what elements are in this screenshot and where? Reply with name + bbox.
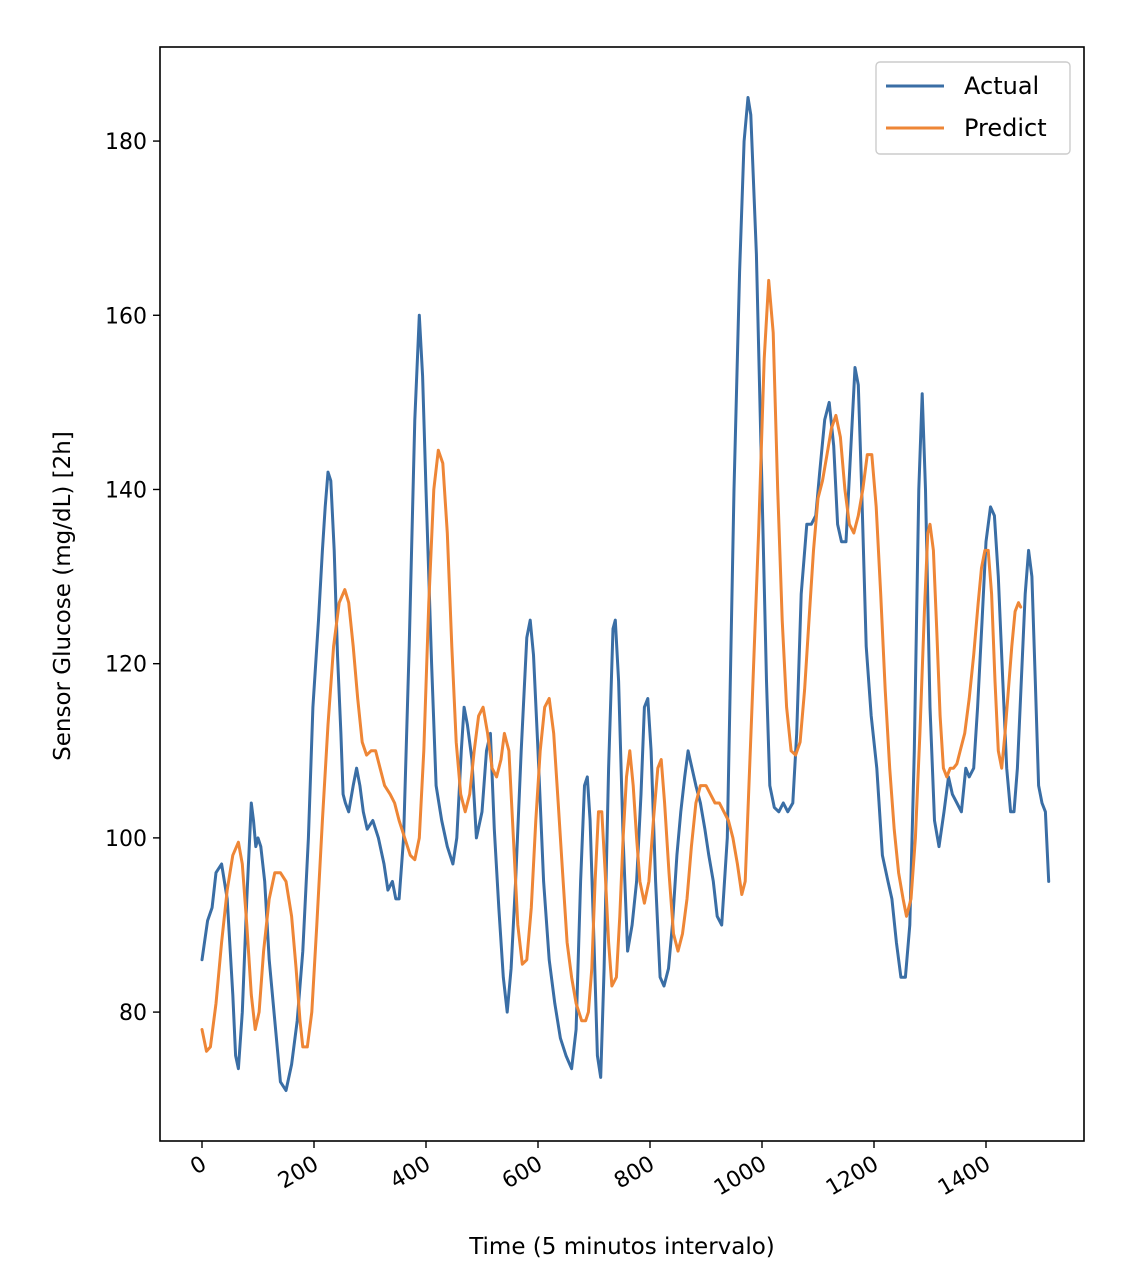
plot-frame bbox=[159, 46, 1085, 1142]
y-tick-label: 80 bbox=[119, 1001, 147, 1026]
y-axis-title: Sensor Glucose (mg/dL) [2h] bbox=[50, 431, 76, 761]
legend-label-predict: Predict bbox=[964, 114, 1047, 142]
legend-label-actual: Actual bbox=[964, 72, 1039, 100]
series-line-actual bbox=[200, 96, 1051, 1092]
y-tick-label: 140 bbox=[105, 478, 147, 503]
y-axis: 80 100 120 140 160 180 bbox=[105, 130, 160, 1026]
legend: Actual Predict bbox=[875, 61, 1071, 155]
y-tick-label: 120 bbox=[105, 653, 147, 678]
y-tick-label: 180 bbox=[105, 130, 147, 155]
x-axis-title: Time (5 minutos intervalo) bbox=[468, 1234, 775, 1260]
series-line-predict bbox=[200, 278, 1023, 1053]
y-tick-label: 100 bbox=[105, 827, 147, 852]
series-layer bbox=[200, 96, 1051, 1092]
y-tick-label: 160 bbox=[105, 304, 147, 329]
